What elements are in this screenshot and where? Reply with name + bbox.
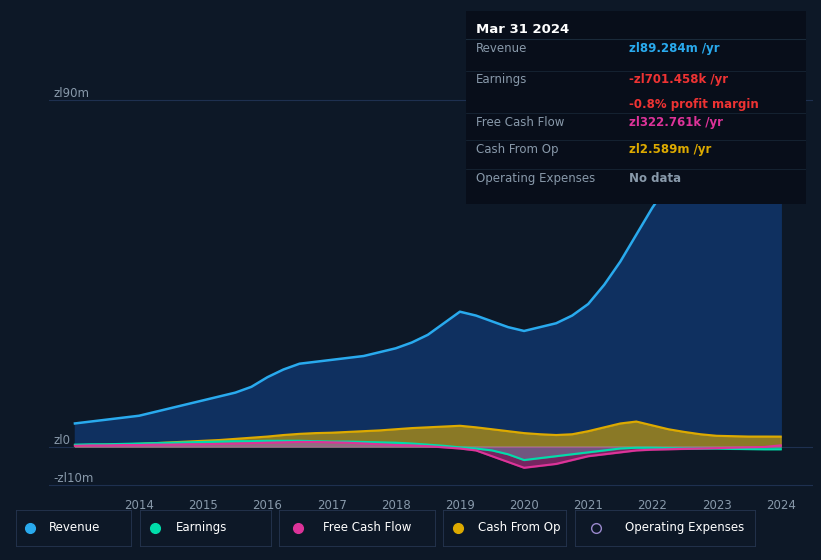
Text: Revenue: Revenue [475,42,527,55]
Text: -0.8% profit margin: -0.8% profit margin [629,98,759,111]
Text: 2016: 2016 [253,498,282,512]
Text: Cash From Op: Cash From Op [478,521,560,534]
Text: 2014: 2014 [124,498,154,512]
Text: 2020: 2020 [509,498,539,512]
Text: 2019: 2019 [445,498,475,512]
Text: Cash From Op: Cash From Op [475,143,558,156]
Text: zl2.589m /yr: zl2.589m /yr [629,143,712,156]
Text: No data: No data [629,171,681,185]
Text: Earnings: Earnings [475,73,527,86]
Text: 2018: 2018 [381,498,410,512]
Text: Free Cash Flow: Free Cash Flow [475,115,564,129]
Text: 2017: 2017 [317,498,346,512]
Text: 2021: 2021 [573,498,603,512]
Text: -zl701.458k /yr: -zl701.458k /yr [629,73,728,86]
Text: Mar 31 2024: Mar 31 2024 [475,23,569,36]
Text: Operating Expenses: Operating Expenses [475,171,595,185]
Text: Free Cash Flow: Free Cash Flow [323,521,411,534]
Text: zl89.284m /yr: zl89.284m /yr [629,42,720,55]
Text: 2022: 2022 [637,498,667,512]
Text: 2023: 2023 [702,498,732,512]
Text: Revenue: Revenue [48,521,100,534]
Text: Earnings: Earnings [177,521,227,534]
Text: Operating Expenses: Operating Expenses [626,521,745,534]
Text: zl90m: zl90m [53,87,89,100]
Text: zl322.761k /yr: zl322.761k /yr [629,115,723,129]
Text: 2024: 2024 [766,498,796,512]
Text: 2015: 2015 [188,498,218,512]
Text: -zl10m: -zl10m [53,472,94,485]
Text: zl0: zl0 [53,433,70,446]
